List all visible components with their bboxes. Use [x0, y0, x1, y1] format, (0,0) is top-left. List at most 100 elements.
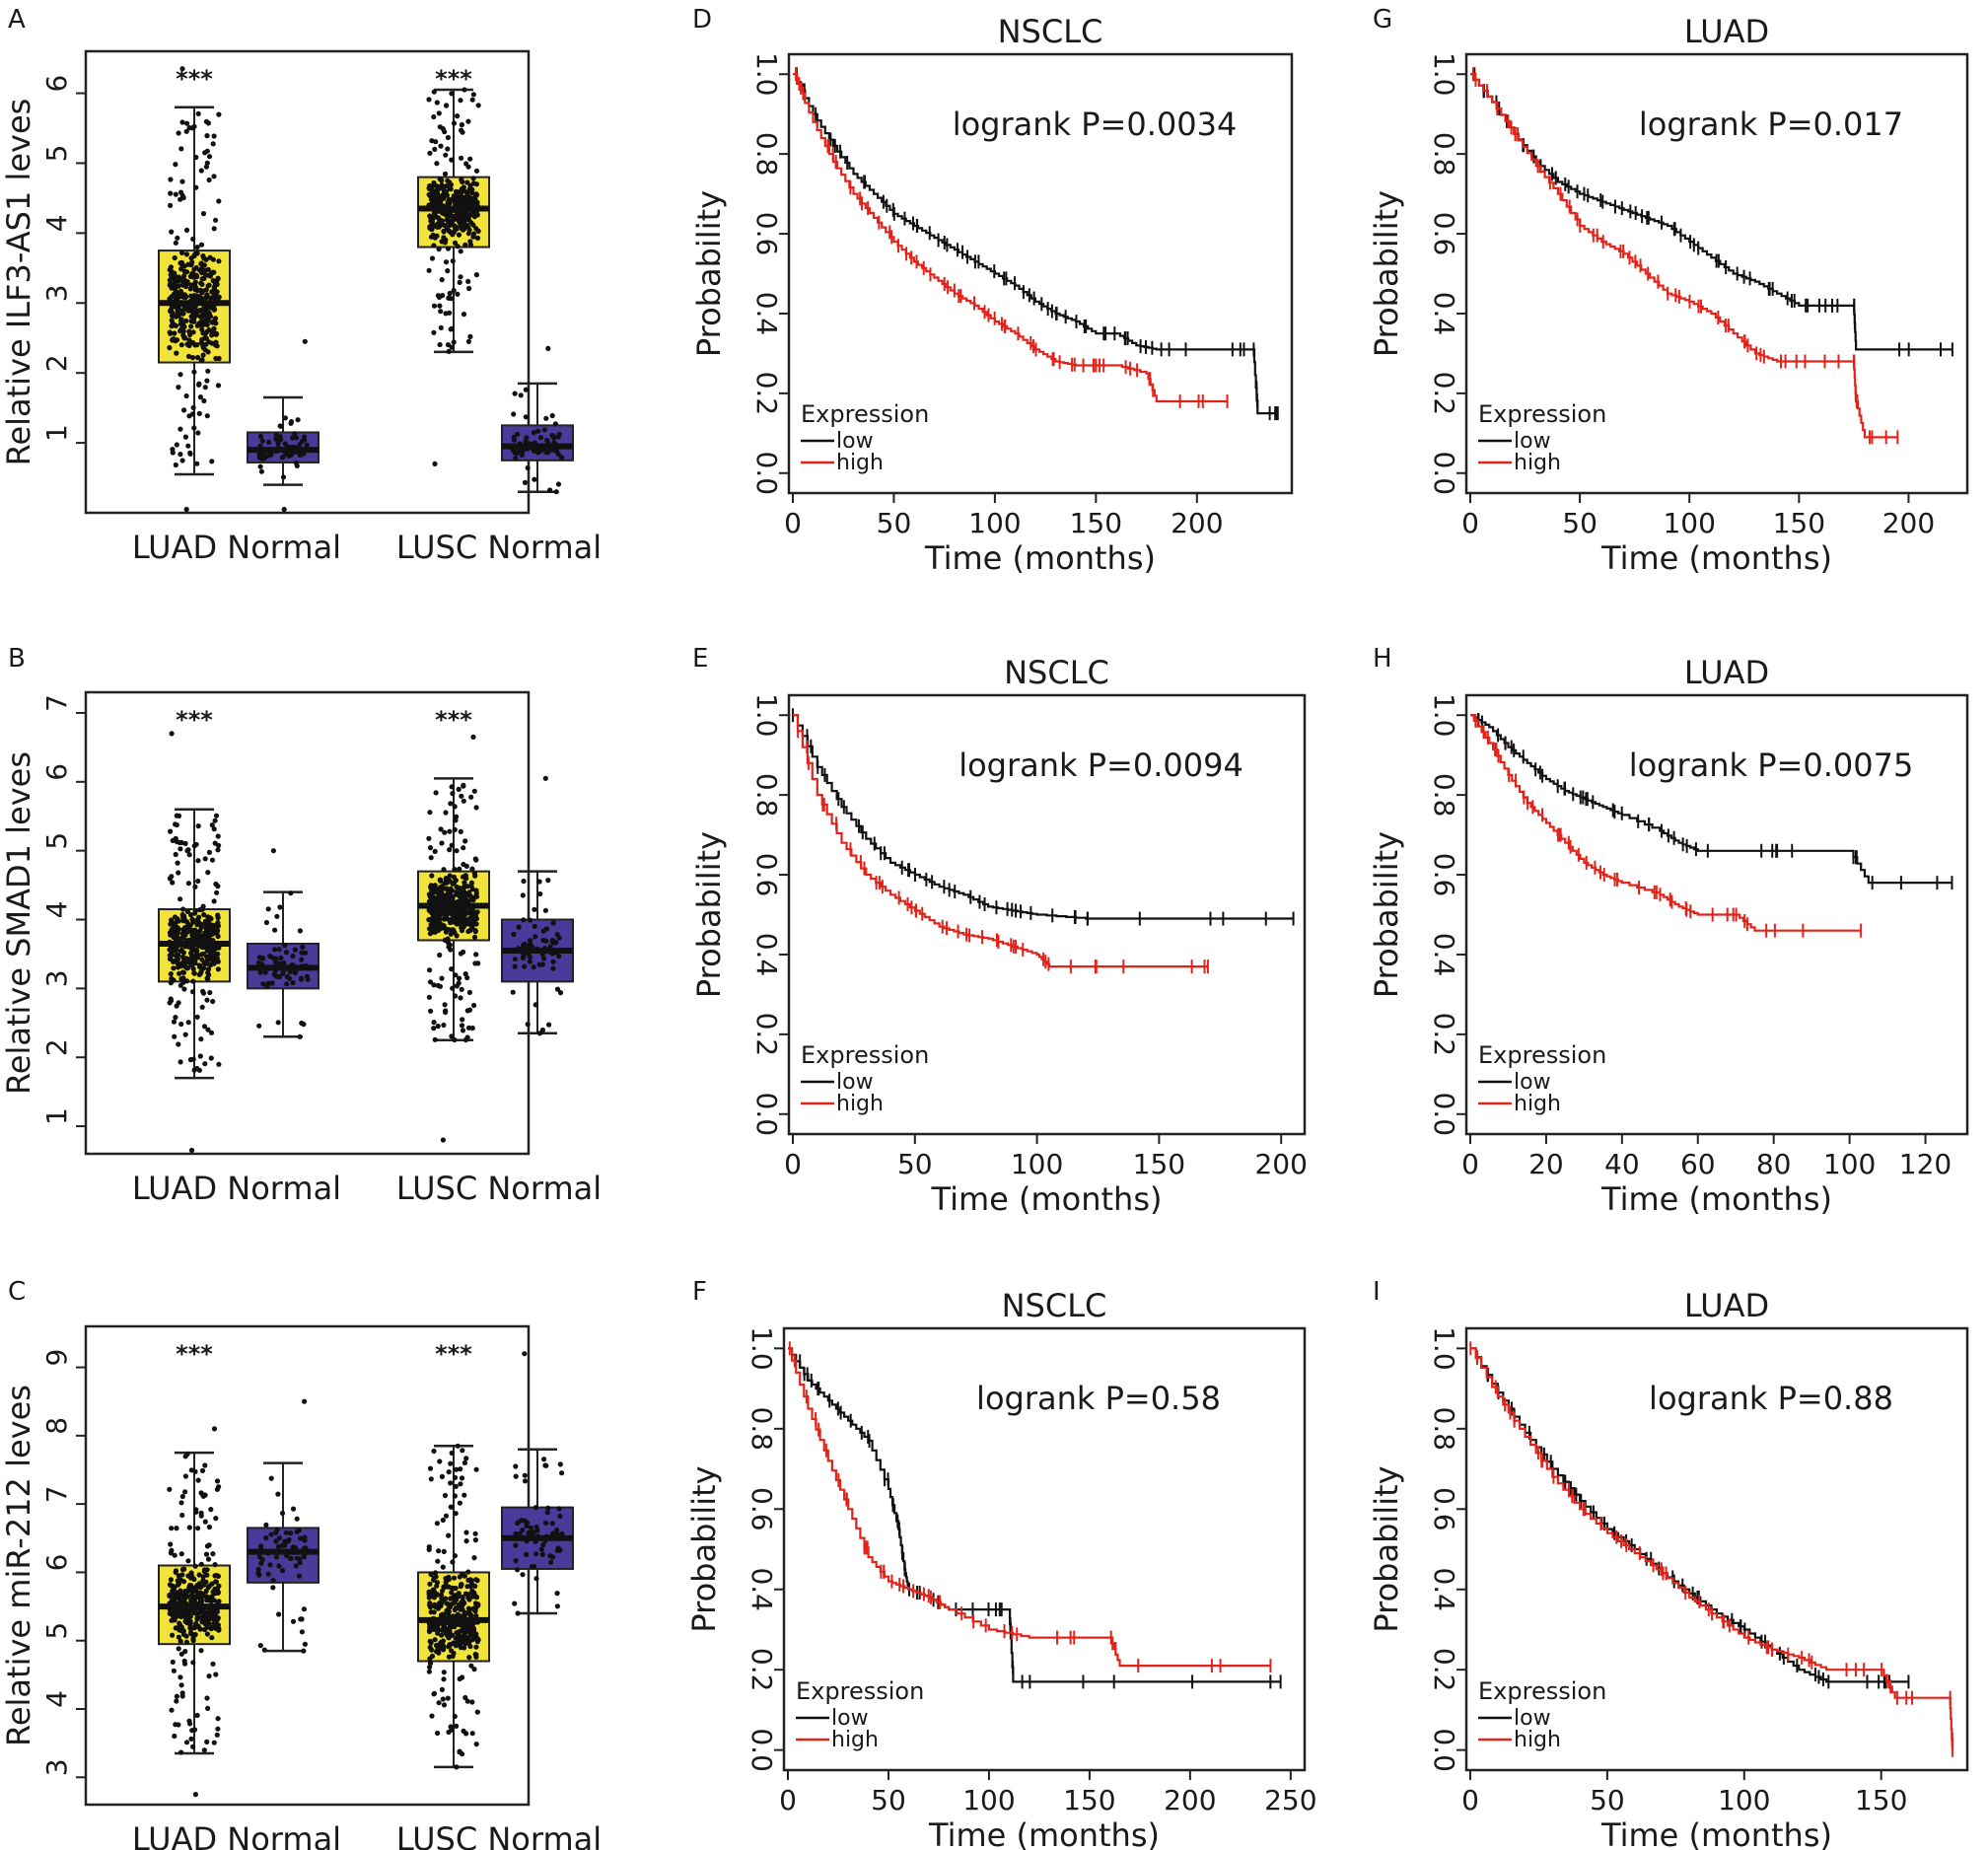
data-point: [524, 435, 530, 441]
data-point: [209, 957, 215, 963]
data-point: [170, 880, 176, 886]
data-point: [190, 965, 196, 972]
x-axis-label: Time (months): [1600, 539, 1832, 577]
data-point: [276, 961, 282, 966]
data-point: [292, 947, 298, 953]
y-tick-label: 0.2: [750, 1013, 783, 1057]
data-point: [171, 1617, 177, 1623]
data-point: [265, 1571, 271, 1577]
data-point: [466, 1655, 472, 1661]
data-point: [448, 181, 454, 187]
data-point: [273, 1554, 280, 1560]
y-tick-label: 1.0: [1428, 693, 1460, 738]
data-point: [453, 1511, 459, 1517]
data-point: [433, 923, 439, 930]
data-point: [288, 1555, 294, 1561]
data-point: [211, 133, 217, 139]
y-tick-label: 0.4: [746, 1567, 778, 1611]
data-point: [441, 867, 447, 873]
data-point: [513, 1542, 519, 1548]
data-point: [429, 929, 435, 935]
data-point: [178, 290, 183, 296]
data-point: [451, 1600, 457, 1605]
data-point: [192, 250, 198, 257]
data-point: [299, 950, 305, 956]
data-point: [297, 928, 303, 934]
data-point: [460, 1606, 465, 1612]
data-point: [460, 1594, 465, 1601]
data-point: [448, 1504, 454, 1510]
data-point: [449, 842, 455, 848]
data-point: [554, 1591, 560, 1597]
data-point: [256, 1554, 262, 1560]
data-point: [474, 1709, 480, 1715]
data-point: [456, 786, 462, 793]
data-point: [204, 1543, 210, 1549]
data-point: [442, 240, 448, 246]
data-point: [458, 249, 463, 254]
y-tick-label: 0.0: [1428, 1728, 1460, 1772]
data-point: [200, 988, 206, 994]
data-point: [427, 1656, 433, 1662]
data-point: [441, 187, 447, 193]
data-point: [461, 924, 466, 930]
series-low: [1470, 713, 1953, 890]
data-point: [429, 219, 435, 225]
legend-label-high: high: [836, 451, 884, 475]
x-tick-label: 100: [962, 1784, 1015, 1816]
data-point: [438, 1592, 445, 1599]
data-point: [190, 1660, 196, 1666]
data-point: [554, 1528, 560, 1533]
data-point: [465, 118, 471, 124]
data-point: [180, 969, 186, 975]
data-point: [512, 957, 519, 962]
data-point: [216, 295, 222, 301]
plot-frame: [782, 1326, 1307, 1772]
data-point: [196, 971, 202, 978]
data-point: [258, 468, 264, 474]
data-point: [533, 1551, 539, 1557]
data-point: [432, 214, 438, 220]
data-point: [169, 313, 176, 319]
data-point: [184, 957, 190, 962]
box-luad: [158, 731, 231, 1154]
data-point: [462, 1036, 469, 1043]
data-point: [178, 372, 183, 378]
data-point: [466, 285, 472, 292]
data-point: [471, 788, 477, 794]
data-point: [549, 432, 555, 439]
data-point: [167, 876, 173, 882]
data-point: [167, 1486, 173, 1492]
series-low: [793, 67, 1279, 421]
y-tick-label: 0.6: [750, 853, 783, 897]
data-point: [474, 909, 480, 915]
data-point: [305, 976, 311, 982]
data-point: [462, 1492, 467, 1498]
data-point: [456, 232, 462, 238]
data-point: [435, 1605, 441, 1611]
data-point: [275, 440, 281, 446]
data-point: [453, 1483, 459, 1489]
survival-curve: [1470, 73, 1898, 439]
series-low: [792, 708, 1295, 926]
data-point: [216, 1484, 222, 1490]
data-point: [536, 961, 542, 967]
data-point: [194, 1014, 200, 1020]
data-point: [473, 952, 479, 958]
data-point: [450, 985, 456, 991]
data-point: [199, 1617, 206, 1623]
y-tick-label: 1.0: [1428, 1326, 1460, 1371]
data-point: [463, 1456, 469, 1461]
data-point: [546, 1022, 552, 1028]
y-tick-label: 1: [40, 1107, 73, 1125]
data-point: [202, 335, 208, 341]
data-point: [178, 1622, 183, 1628]
y-tick-label: 0.6: [1428, 1487, 1460, 1531]
data-point: [432, 1036, 438, 1042]
data-point: [441, 1670, 447, 1675]
y-tick-label: 1.0: [746, 1326, 778, 1371]
data-point: [430, 1594, 436, 1600]
data-point: [296, 1528, 302, 1533]
data-point: [173, 462, 178, 468]
data-point: [475, 103, 481, 108]
